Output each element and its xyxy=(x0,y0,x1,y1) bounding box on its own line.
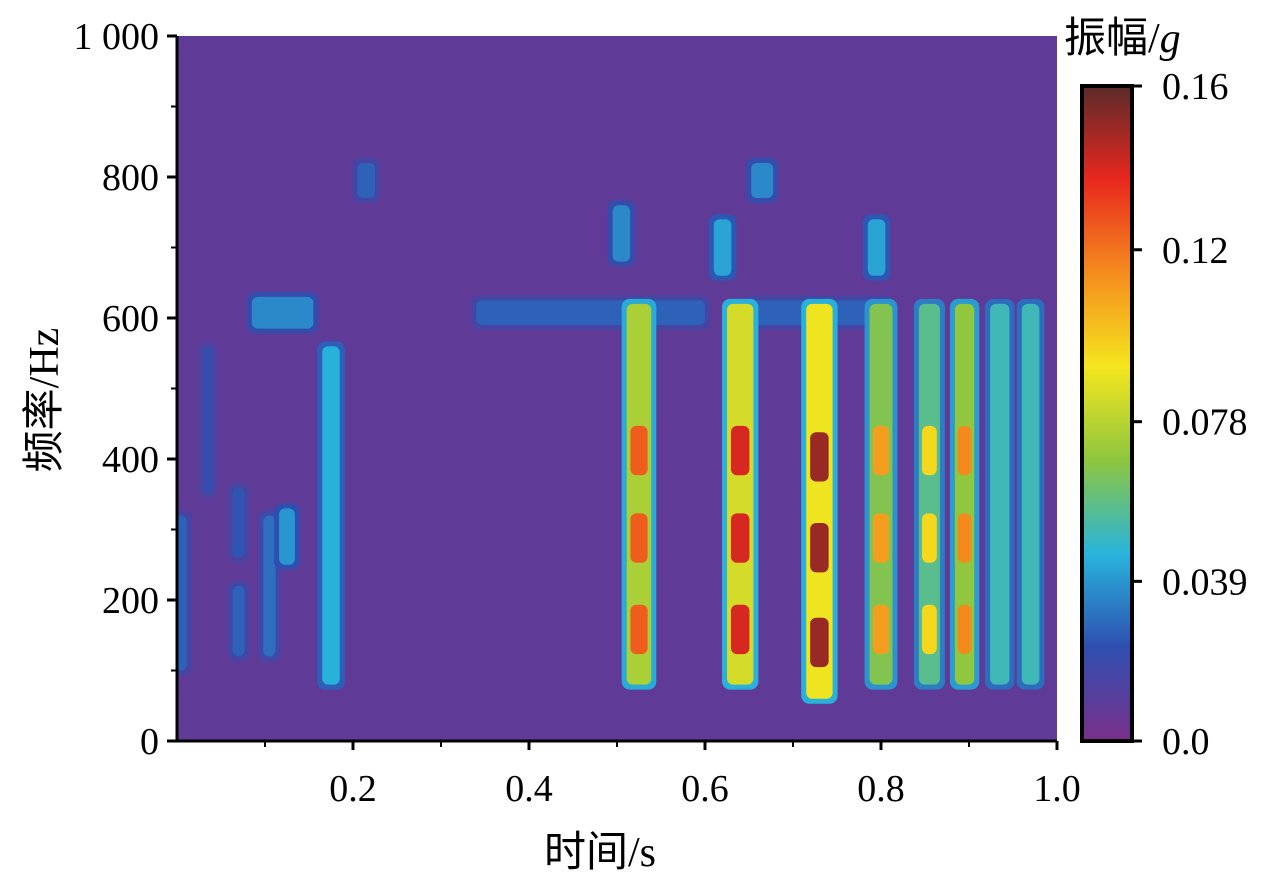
band-hotspot xyxy=(810,617,829,668)
y-tick-label: 200 xyxy=(102,580,159,622)
band-body xyxy=(357,162,375,199)
colorbar-title: 振幅/g xyxy=(1064,16,1181,62)
heatmap-area xyxy=(177,36,1057,741)
band-hotspot xyxy=(957,604,972,655)
band-hotspot xyxy=(810,432,829,482)
band-hotspot xyxy=(730,425,750,476)
band-hotspot xyxy=(922,425,937,476)
band-hotspot xyxy=(730,604,750,655)
band-body xyxy=(806,303,833,699)
band-body xyxy=(612,205,631,262)
band-body xyxy=(322,346,340,685)
band-hotspot xyxy=(630,604,648,655)
x-tick-label: 0.4 xyxy=(505,768,553,810)
y-tick-label: 400 xyxy=(102,439,159,481)
band-body xyxy=(279,508,295,565)
band-hotspot xyxy=(957,513,972,563)
colorbar-tick-label: 0.078 xyxy=(1162,402,1248,444)
x-axis-title: 时间/s xyxy=(544,830,656,876)
band-hotspot xyxy=(957,425,972,476)
band-hotspot xyxy=(922,513,937,563)
band-body xyxy=(177,515,187,671)
colorbar-ticks: 0.0 0.039 0.078 0.12 0.16 xyxy=(1132,66,1248,763)
band-hotspot xyxy=(810,523,829,573)
band-body xyxy=(232,585,245,657)
band-body xyxy=(727,303,754,685)
band-hotspot xyxy=(630,513,648,563)
band-body xyxy=(869,303,893,685)
band-body xyxy=(263,515,276,657)
colorbar-tick-label: 0.16 xyxy=(1162,66,1229,108)
heatmap-bands xyxy=(177,157,1045,704)
colorbar-tick-label: 0.0 xyxy=(1162,721,1210,763)
band-hotspot xyxy=(922,604,937,655)
band-body xyxy=(713,219,732,276)
x-tick-label: 0.2 xyxy=(329,768,377,810)
colorbar xyxy=(1080,84,1134,743)
colorbar-tick-label: 0.12 xyxy=(1162,230,1229,272)
band-hotspot xyxy=(872,604,890,655)
band-hotspot xyxy=(630,425,648,476)
band-hotspot xyxy=(730,513,750,563)
band-body xyxy=(626,303,652,685)
x-tick-label: 0.6 xyxy=(681,768,729,810)
band-body xyxy=(751,162,774,199)
colorbar-title-unit: g xyxy=(1160,16,1181,62)
x-tick-label: 0.8 xyxy=(857,768,905,810)
band-body xyxy=(1021,303,1040,685)
band-body xyxy=(867,219,886,276)
band-body xyxy=(476,300,705,326)
y-tick-label: 0 xyxy=(140,721,159,763)
y-tick-label: 1 000 xyxy=(74,16,160,58)
x-tick-label: 1.0 xyxy=(1033,768,1081,810)
band-body xyxy=(232,487,245,558)
band-body xyxy=(251,296,314,329)
colorbar-tick-label: 0.039 xyxy=(1162,561,1248,603)
band-body xyxy=(918,303,940,685)
y-tick-label: 600 xyxy=(102,298,159,340)
colorbar-title-main: 振幅/ xyxy=(1064,16,1160,62)
y-tick-label: 800 xyxy=(102,157,159,199)
band-hotspot xyxy=(872,425,890,476)
band-body xyxy=(990,303,1010,685)
y-axis-title: 频率/Hz xyxy=(21,328,68,473)
band-body xyxy=(202,346,214,495)
band-hotspot xyxy=(872,513,890,563)
axis-ticks: 0.2 0.4 0.6 0.8 1.0 0 200 400 600 800 1 000 xyxy=(74,16,1081,810)
band-body xyxy=(954,303,975,685)
